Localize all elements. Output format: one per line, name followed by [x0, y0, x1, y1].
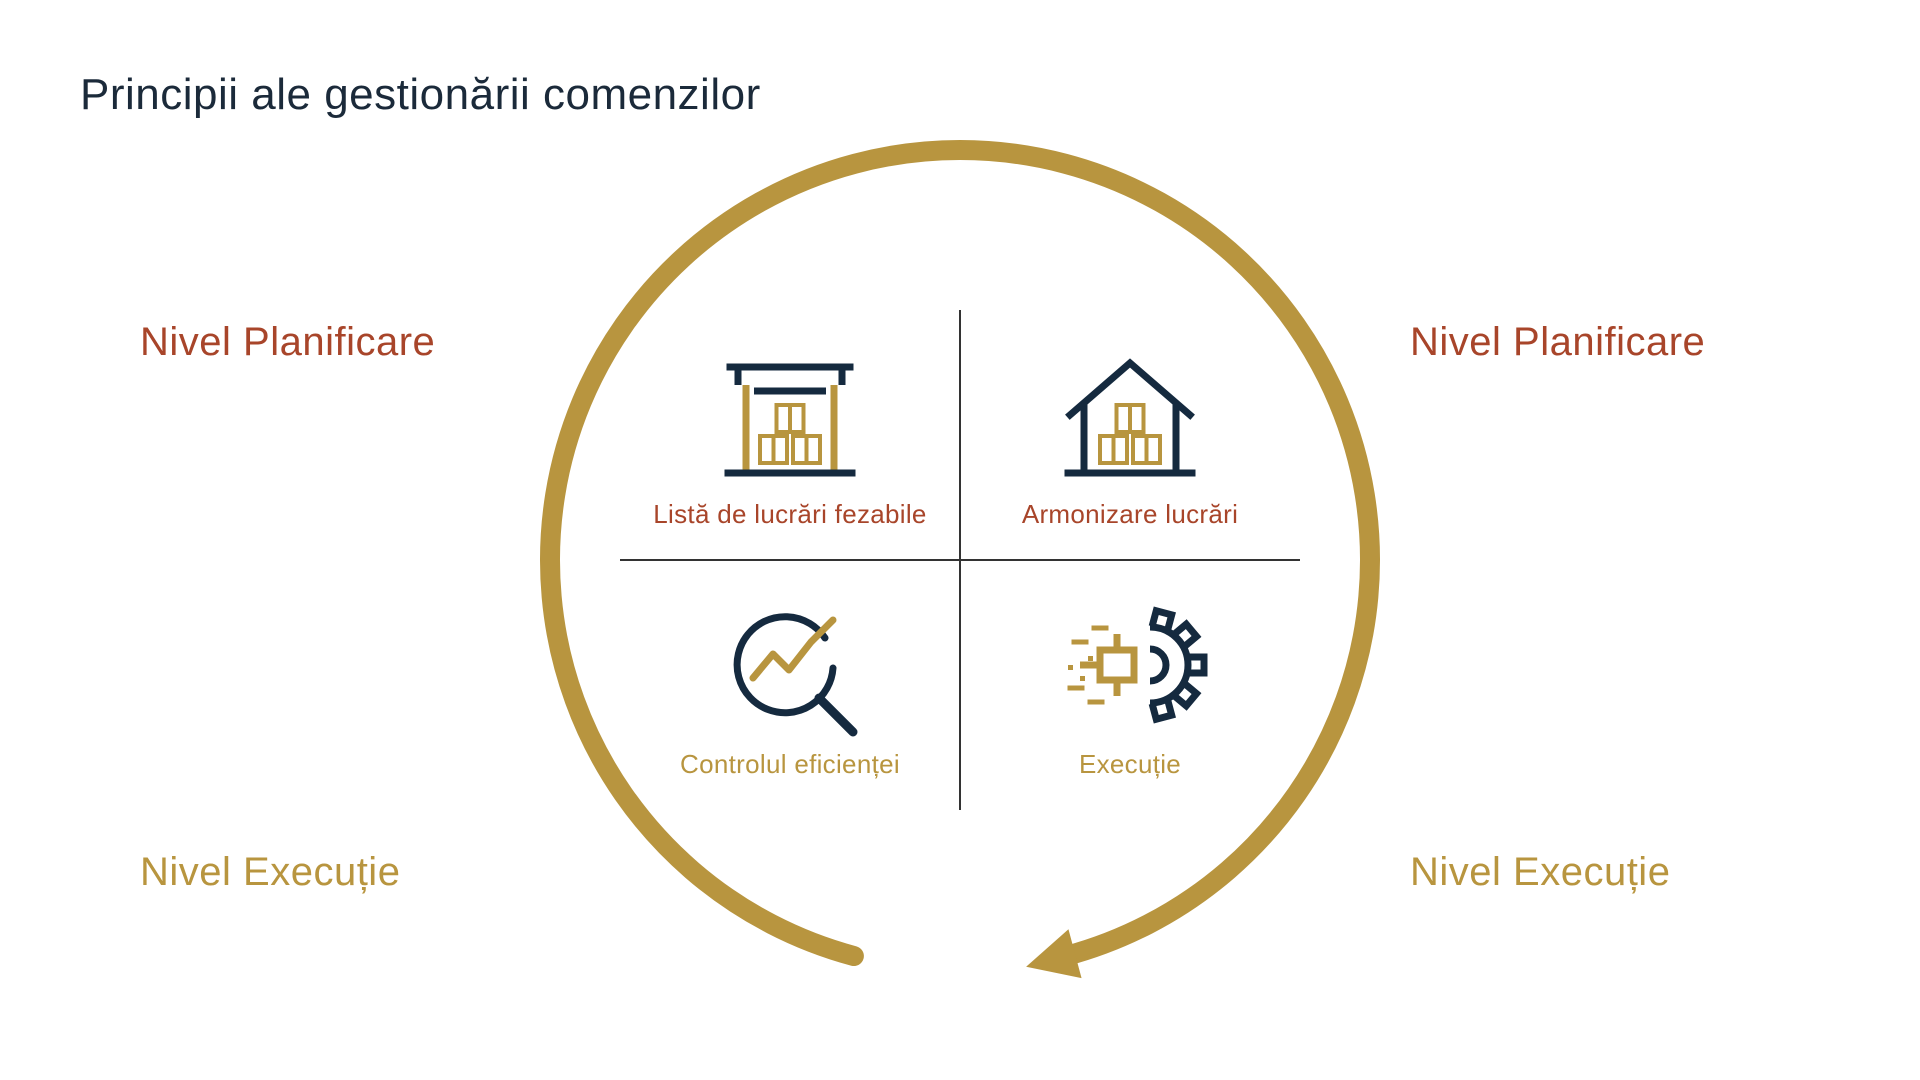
- cell-harmonize-label: Armonizare lucrări: [1022, 499, 1238, 530]
- cell-execution-label: Execuție: [1079, 749, 1181, 780]
- cell-feasible-list: Listă de lucrări fezabile: [620, 310, 960, 560]
- cell-feasible-list-label: Listă de lucrări fezabile: [653, 499, 926, 530]
- cell-control-label: Controlul eficienței: [680, 749, 900, 780]
- page-title: Principii ale gestionării comenzilor: [80, 70, 761, 120]
- label-planning-right: Nivel Planificare: [1410, 320, 1705, 365]
- label-execution-left: Nivel Execuție: [140, 850, 400, 895]
- cell-control: Controlul eficienței: [620, 560, 960, 810]
- cell-harmonize: Armonizare lucrări: [960, 310, 1300, 560]
- label-execution-right: Nivel Execuție: [1410, 850, 1670, 895]
- diagram-canvas: Principii ale gestionării comenzilor Niv…: [0, 0, 1920, 1080]
- house-icon: [1050, 330, 1210, 499]
- label-planning-left: Nivel Planificare: [140, 320, 435, 365]
- gear-icon: [1050, 580, 1210, 749]
- warehouse-icon: [710, 330, 870, 499]
- magnifier-icon: [715, 580, 865, 749]
- cell-execution: Execuție: [960, 560, 1300, 810]
- quadrant-grid: Listă de lucrări fezabile Armonizare luc…: [620, 310, 1300, 810]
